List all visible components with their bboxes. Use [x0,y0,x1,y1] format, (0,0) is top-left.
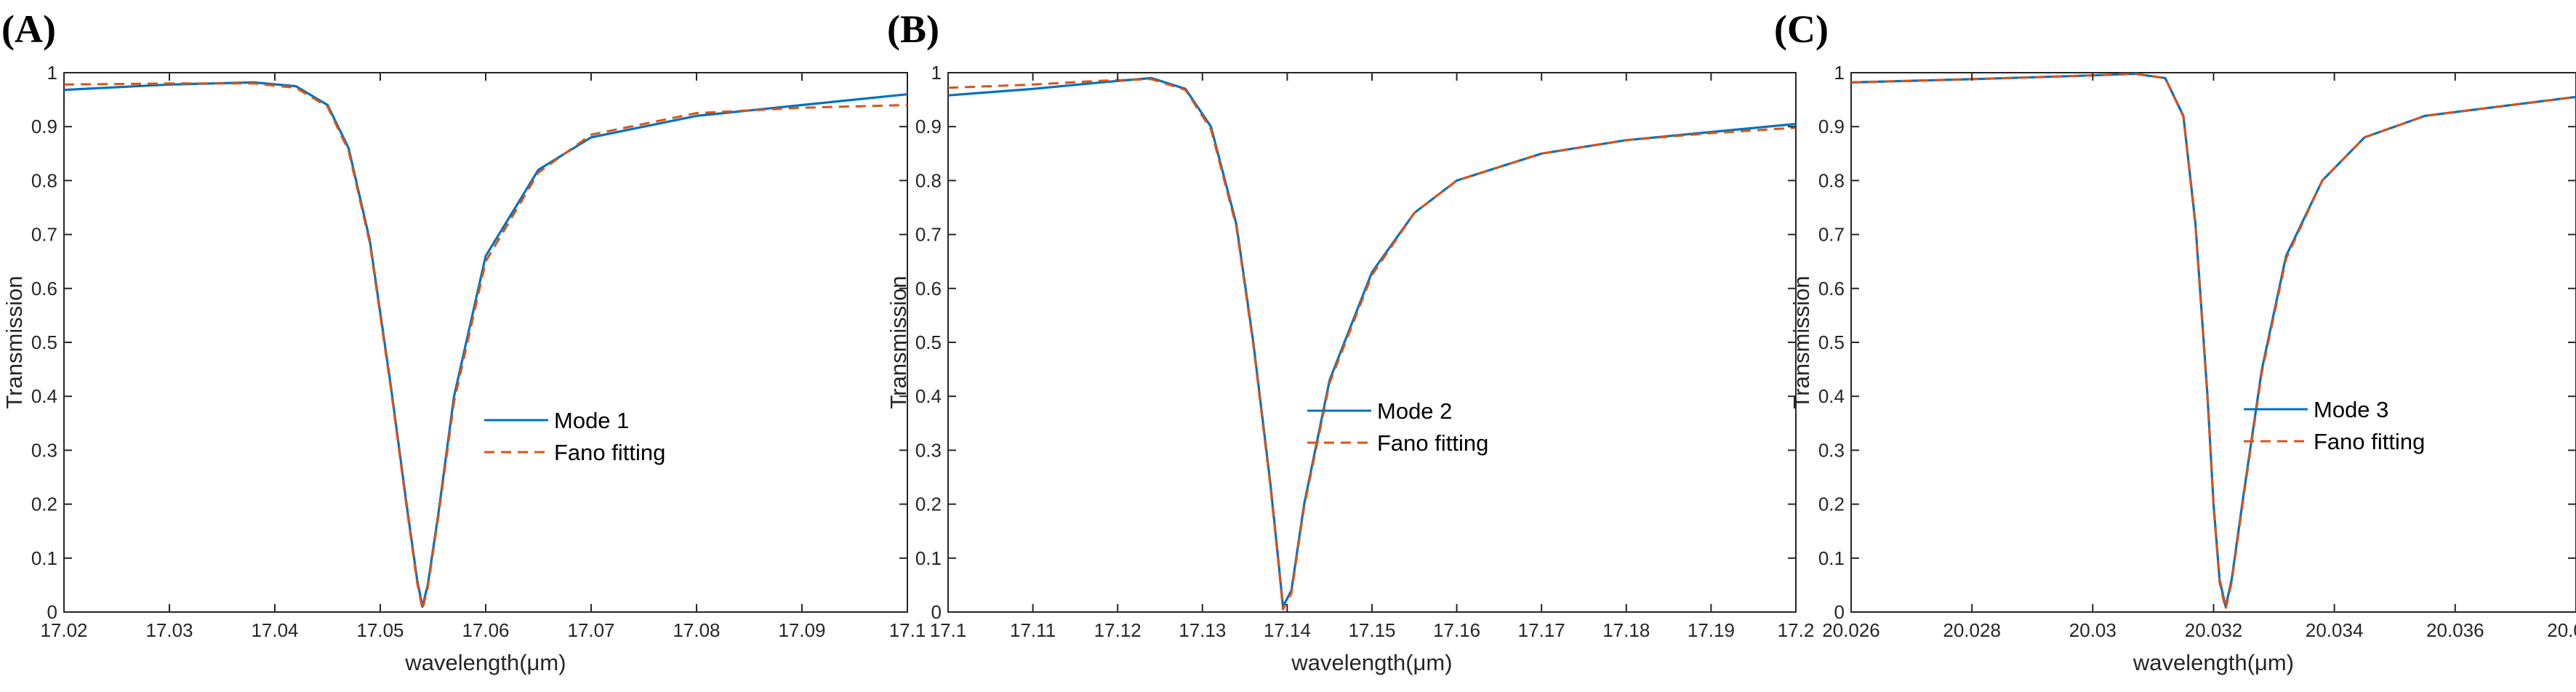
y-tick-label: 0 [1834,601,1845,623]
legend-label: Mode 3 [2314,397,2388,422]
x-tick-label: 17.17 [1518,619,1565,641]
x-tick-label: 17.07 [567,619,614,641]
y-tick-label: 0.5 [1818,331,1845,353]
y-tick-label: 0.6 [915,278,942,299]
x-tick-label: 17.02 [40,619,87,641]
y-tick-label: 0.1 [31,547,57,569]
y-tick-label: 0.5 [915,331,942,353]
y-tick-label: 0.7 [31,224,57,246]
plot-area [947,72,1797,613]
y-tick-label: 0 [931,601,942,623]
x-tick-label: 17.09 [778,619,825,641]
panel-label: (B) [887,7,939,51]
x-tick-label: 20.032 [2185,619,2243,641]
x-tick-label: 17.2 [1778,619,1815,641]
y-tick-label: 0.3 [1818,439,1845,461]
y-tick-label: 0.2 [1818,494,1845,515]
x-tick-label: 20.036 [2426,619,2484,641]
x-tick-label: 17.19 [1688,619,1735,641]
plot-area [1850,72,2576,613]
y-tick-label: 1 [1834,62,1845,84]
x-tick-label: 17.11 [1010,619,1056,641]
legend-label: Fano fitting [2314,429,2425,454]
y-tick-label: 0.4 [1818,385,1845,407]
series-group [1851,73,2576,611]
y-tick-label: 0.9 [915,116,942,137]
y-axis-title: Transmission [886,275,911,409]
y-tick-label: 0.3 [31,439,57,461]
legend: Mode 3 Fano fitting [2244,397,2425,454]
legend-label: Fano fitting [1377,430,1488,456]
y-tick-label: 0.6 [31,278,57,299]
series-line-mode [64,81,907,608]
y-axis-title: Transmission [1,275,27,409]
series-line-fano-fitting [64,82,907,611]
x-tick-label: 17.13 [1179,619,1226,641]
x-tick-label: 17.18 [1602,619,1650,641]
legend: Mode 2 Fano fitting [1307,398,1488,456]
x-tick-label: 17.16 [1433,619,1480,641]
y-tick-label: 0.7 [1818,224,1845,246]
plot-area [63,72,908,613]
x-axis-title: wavelength(μm) [1291,650,1452,675]
x-tick-label: 17.14 [1264,619,1311,641]
y-tick-label: 0.1 [1818,547,1845,569]
x-tick-label: 20.034 [2306,619,2364,641]
panel-b: (B)17.1 17.11 17.12 17.13 17.14 17.15 17.16 17.… [886,7,1814,675]
panel-c: (C) 20.026 20.028 20.03 20.032 20.034 20.036 20… [1774,7,2576,675]
series-line-fano-fitting [1851,73,2576,611]
x-tick-label: 17.03 [145,619,193,641]
x-tick-label: 17.15 [1348,619,1395,641]
x-tick-label: 17.12 [1094,619,1141,641]
y-tick-label: 0.3 [915,439,942,461]
y-axis-title: Transmission [1789,275,1814,409]
y-tick-label: 0.8 [915,169,942,191]
y-tick-label: 1 [47,62,57,84]
series-line-fano-fitting [948,78,1796,611]
y-tick-label: 0.2 [31,494,57,515]
y-tick-label: 0.6 [1818,278,1845,299]
y-tick-label: 0.5 [31,331,57,353]
x-tick-label: 17.1 [889,619,926,641]
y-tick-label: 0.2 [915,494,942,515]
legend: Mode 1 Fano fitting [484,408,665,465]
x-tick-label: 20.028 [1943,619,2001,641]
y-tick-label: 0.1 [915,547,942,569]
series-group [64,81,907,611]
x-tick-label: 20.038 [2547,619,2576,641]
x-tick-label: 17.1 [930,619,967,641]
x-axis-title: wavelength(μm) [404,650,566,675]
x-tick-label: 17.05 [356,619,404,641]
panel-a: (A) 17.02 17.03 17.04 17.05 17.06 17.07 17.08 17… [1,7,926,675]
y-tick-label: 0.9 [31,116,57,137]
y-tick-label: 1 [931,62,942,84]
x-tick-label: 17.08 [673,619,720,641]
y-tick-label: 0.4 [31,385,57,407]
x-axis-title: wavelength(μm) [2132,650,2294,675]
legend-label: Mode 2 [1377,398,1452,424]
x-tick-label: 17.06 [462,619,509,641]
panel-label: (C) [1774,7,1829,51]
x-tick-label: 20.03 [2069,619,2116,641]
y-tick-label: 0.8 [31,169,57,191]
x-tick-label: 20.026 [1822,619,1880,641]
legend-label: Fano fitting [554,440,665,465]
panel-label: (A) [1,7,56,51]
series-group [948,76,1796,611]
y-tick-label: 0.4 [915,385,942,407]
y-tick-label: 0.9 [1818,116,1845,137]
y-tick-label: 0.7 [915,224,942,246]
y-tick-label: 0.8 [1818,169,1845,191]
legend-label: Mode 1 [554,408,629,433]
x-tick-label: 17.04 [251,619,298,641]
y-tick-label: 0 [47,601,57,623]
